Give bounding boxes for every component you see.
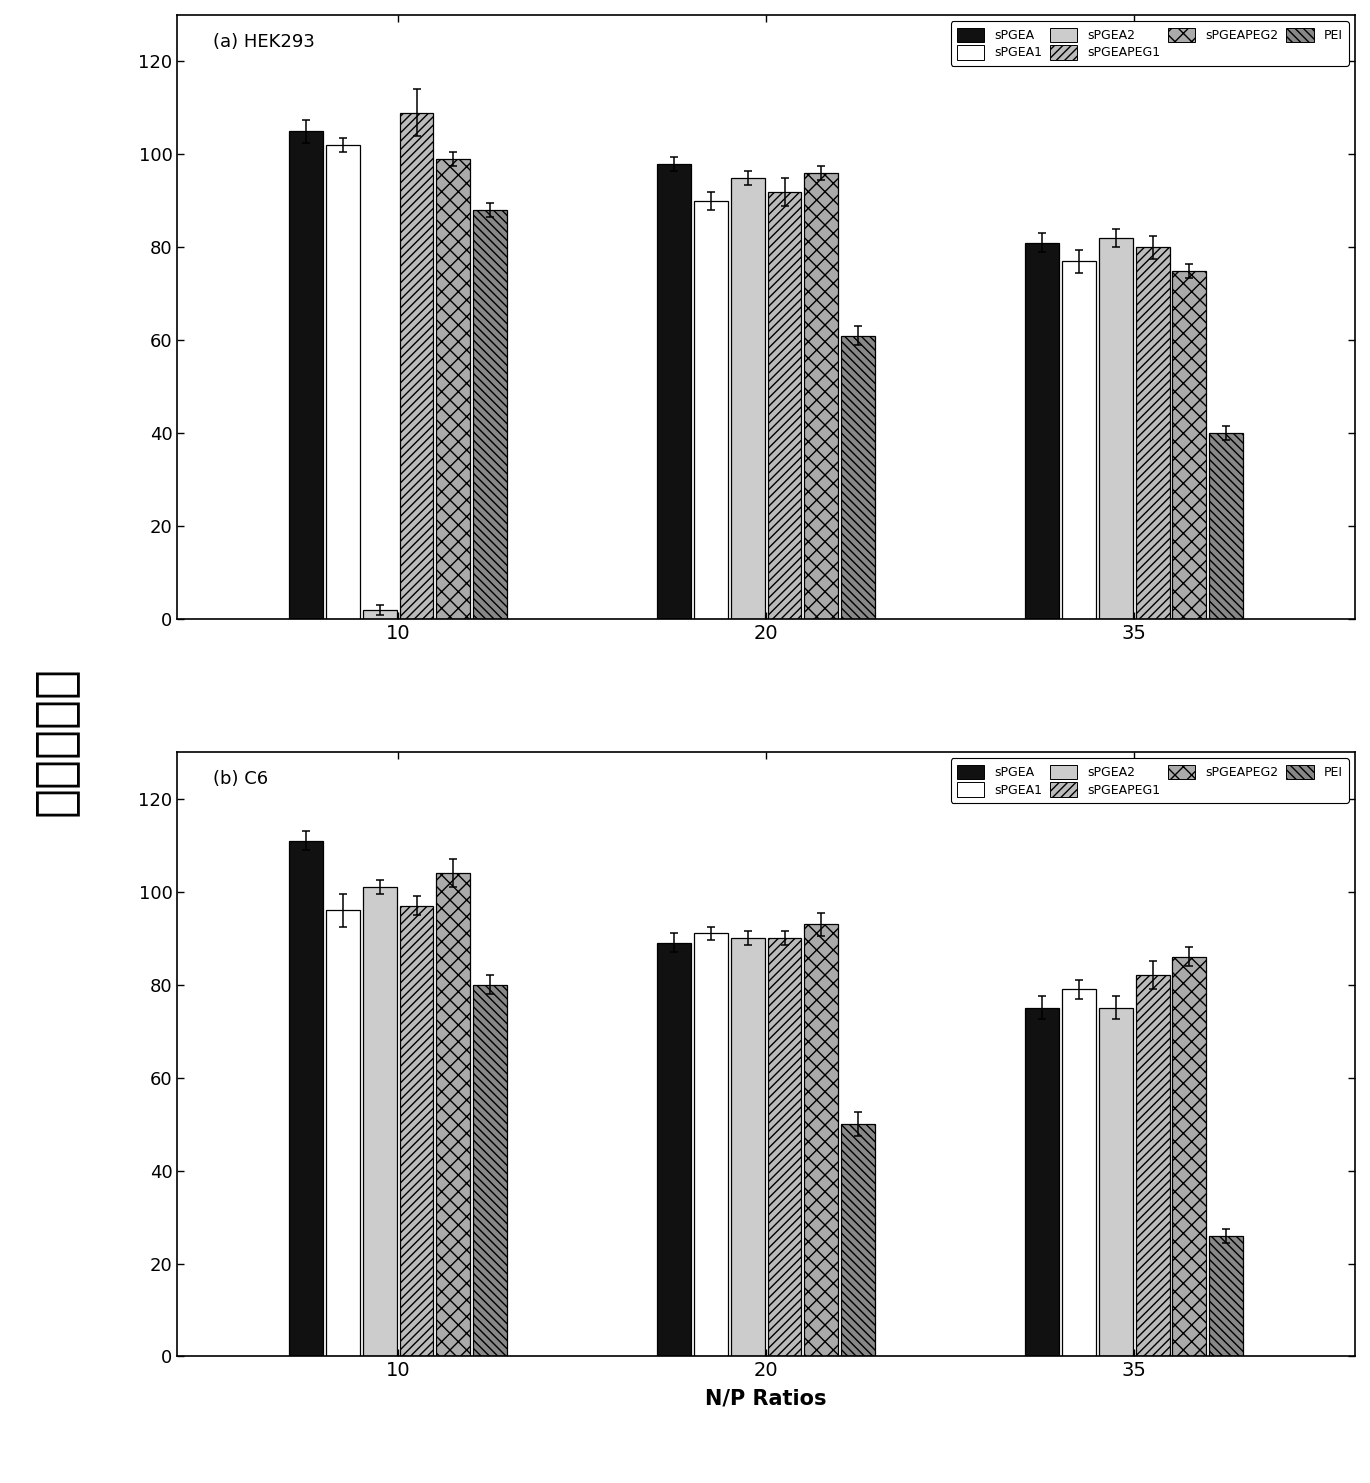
Bar bbox=[437, 159, 470, 620]
Bar bbox=[1210, 433, 1243, 620]
Bar bbox=[1099, 1008, 1133, 1357]
Bar bbox=[730, 939, 764, 1357]
Bar bbox=[695, 933, 727, 1357]
Legend: sPGEA, sPGEA1, sPGEA2, sPGEAPEG1, sPGEAPEG2, PEI: sPGEA, sPGEA1, sPGEA2, sPGEAPEG1, sPGEAP… bbox=[951, 21, 1348, 65]
Bar bbox=[695, 200, 727, 620]
Bar bbox=[363, 887, 397, 1357]
Legend: sPGEA, sPGEA1, sPGEA2, sPGEAPEG1, sPGEAPEG2, PEI: sPGEA, sPGEA1, sPGEA2, sPGEAPEG1, sPGEAP… bbox=[951, 758, 1348, 802]
Bar bbox=[1173, 271, 1207, 620]
Bar bbox=[1210, 1235, 1243, 1357]
Text: (b) C6: (b) C6 bbox=[212, 770, 267, 789]
Text: 细胞存活率: 细胞存活率 bbox=[30, 666, 79, 817]
Bar bbox=[326, 145, 360, 620]
Bar bbox=[1136, 248, 1170, 620]
Bar bbox=[841, 1124, 875, 1357]
Bar bbox=[1062, 989, 1096, 1357]
X-axis label: N/P Ratios: N/P Ratios bbox=[706, 1388, 827, 1409]
Bar bbox=[363, 610, 397, 620]
Bar bbox=[289, 131, 323, 620]
Bar bbox=[326, 911, 360, 1357]
Bar bbox=[400, 113, 433, 620]
Bar bbox=[804, 174, 838, 620]
Bar bbox=[1136, 976, 1170, 1357]
Bar bbox=[1062, 261, 1096, 620]
Bar bbox=[473, 211, 507, 620]
Bar bbox=[437, 873, 470, 1357]
Bar bbox=[767, 191, 801, 620]
Bar bbox=[473, 985, 507, 1357]
Bar bbox=[767, 939, 801, 1357]
Bar bbox=[400, 906, 433, 1357]
Bar bbox=[730, 178, 764, 620]
Bar bbox=[658, 943, 690, 1357]
Bar bbox=[841, 335, 875, 620]
Bar bbox=[1025, 1008, 1059, 1357]
Bar bbox=[1025, 243, 1059, 620]
Text: (a) HEK293: (a) HEK293 bbox=[212, 33, 315, 50]
Bar bbox=[804, 924, 838, 1357]
Bar bbox=[289, 841, 323, 1357]
Bar bbox=[658, 163, 690, 620]
Bar bbox=[1173, 957, 1207, 1357]
Bar bbox=[1099, 239, 1133, 620]
